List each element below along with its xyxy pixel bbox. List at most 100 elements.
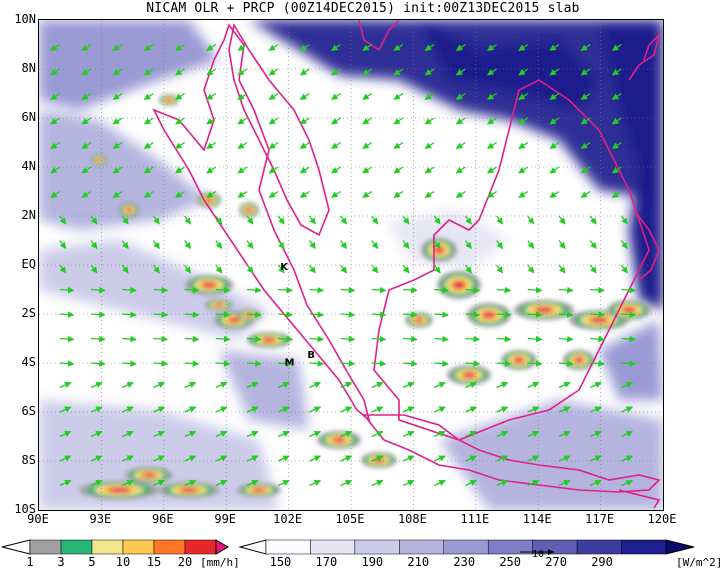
wind-arrow [299,43,310,52]
wind-arrow [59,406,72,413]
wind-arrow [121,406,134,413]
wind-arrow [59,479,72,487]
wind-arrow [402,311,418,318]
wind-arrow [215,240,223,250]
wind-arrow [50,92,61,101]
rain-cell [167,99,171,101]
wind-arrow [175,141,185,150]
rain-cell [184,488,194,492]
city-markers: K M B [280,262,315,369]
wind-arrow [611,68,622,76]
wind-arrow [184,381,197,389]
wind-arrow [424,68,435,76]
wind-arrow [237,92,248,101]
lon-tick-label: 120E [647,512,677,526]
wind-arrow [309,286,325,294]
wind-arrow [278,360,293,367]
wind-arrow [611,166,622,174]
wind-arrow [175,68,185,76]
wind-arrow [558,479,571,487]
wind-arrow [464,215,472,225]
wind-arrow [246,335,262,343]
wind-arrow [215,430,228,438]
wind-arrow [215,406,228,413]
wind-arrow [465,430,477,438]
precipitation-tick-label: 1 [26,555,34,569]
wind-arrow [184,215,192,225]
wind-arrow [433,215,441,225]
wind-arrow [611,43,622,52]
rain-cell [516,358,522,362]
wind-arrow [402,360,418,367]
wind-arrow [434,286,449,294]
wind-arrow [371,360,387,367]
wind-arrow [340,455,353,462]
wind-arrow [90,335,106,343]
lat-tick-label: 4S [21,355,36,369]
wind-arrow [175,92,185,101]
wind-arrow [589,406,602,413]
wind-arrow [90,430,103,438]
wind-arrow [309,406,321,413]
wind-arrow [81,43,92,52]
wind-arrow [215,264,223,274]
wind-arrow [299,141,310,150]
colorbar-swatch [184,539,217,555]
wind-arrow [206,190,217,199]
colorbar-swatch [29,539,62,555]
rain-cell [594,318,604,322]
wind-arrow [237,43,248,52]
wind-arrow [153,406,165,413]
wind-arrow [402,286,418,294]
wind-arrow [237,68,248,76]
wind-arrow [580,190,591,199]
sumatra-coast [152,23,371,423]
wind-arrow [175,190,185,199]
wind-arrow [580,43,591,52]
wind-arrow [371,286,387,294]
lon-tick-label: 96E [151,512,174,526]
wind-arrow [590,311,605,318]
wind-arrow [143,68,154,76]
wind-arrow [206,92,217,101]
wind-arrow [433,406,446,413]
rain-cell [265,338,273,342]
wind-arrow [152,215,160,225]
wind-arrow [331,92,341,101]
wind-arrow [589,430,602,438]
lat-tick-label: 8S [21,453,36,467]
wind-arrow [309,335,325,343]
wind-arrow [496,381,509,389]
wind-arrow [455,68,466,76]
wind-arrow [393,166,404,174]
wind-arrow [81,92,92,101]
wind-arrow [589,455,602,462]
wind-arrow [527,381,540,389]
wind-arrow [184,240,192,250]
wind-arrow [59,264,67,274]
wind-arrow [206,166,217,174]
rain-cell [97,159,101,161]
wind-arrow [268,68,279,76]
wind-arrow [424,190,435,199]
wind-arrow [589,215,597,225]
wind-arrow [611,92,622,101]
olr-tick-label: 170 [315,555,338,569]
wind-arrow [81,190,92,199]
wind-arrow [465,479,477,487]
colorbar-swatch [621,539,667,555]
wind-arrow [518,92,529,101]
wind-arrow [309,455,321,462]
wind-arrow [580,68,591,76]
wind-arrow [402,430,415,438]
wind-arrow [371,406,384,413]
wind-arrow [246,455,259,462]
wind-arrow [90,381,103,389]
wind-arrow [268,43,279,52]
wind-arrow [340,215,348,225]
wind-arrow [402,215,410,225]
wind-arrow [362,117,373,125]
wind-arrow [558,430,571,438]
wind-arrow [299,117,310,125]
wind-arrow [362,92,373,101]
